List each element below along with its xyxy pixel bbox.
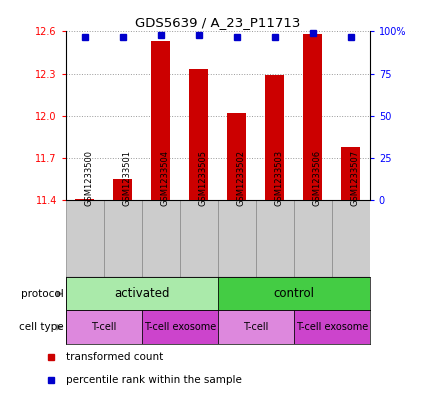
Text: T-cell exosome: T-cell exosome bbox=[144, 322, 216, 332]
Text: T-cell: T-cell bbox=[91, 322, 116, 332]
Text: transformed count: transformed count bbox=[66, 351, 163, 362]
Bar bbox=[218, 310, 294, 344]
Bar bbox=[341, 147, 360, 200]
Text: GSM1233506: GSM1233506 bbox=[313, 150, 322, 206]
Text: T-cell exosome: T-cell exosome bbox=[296, 322, 368, 332]
Bar bbox=[294, 310, 370, 344]
Bar bbox=[227, 113, 246, 200]
Title: GDS5639 / A_23_P11713: GDS5639 / A_23_P11713 bbox=[135, 16, 300, 29]
Bar bbox=[265, 75, 284, 200]
Text: T-cell: T-cell bbox=[243, 322, 269, 332]
Bar bbox=[75, 199, 94, 200]
Text: GSM1233500: GSM1233500 bbox=[85, 150, 94, 206]
Bar bbox=[142, 200, 180, 277]
Bar bbox=[180, 200, 218, 277]
Bar bbox=[66, 200, 104, 277]
Bar bbox=[218, 277, 370, 310]
Bar bbox=[256, 200, 294, 277]
Bar bbox=[142, 310, 218, 344]
Text: GSM1233505: GSM1233505 bbox=[199, 150, 208, 206]
Text: GSM1233504: GSM1233504 bbox=[161, 150, 170, 206]
Text: cell type: cell type bbox=[19, 322, 64, 332]
Bar bbox=[151, 41, 170, 200]
Bar bbox=[66, 310, 142, 344]
Bar bbox=[332, 200, 370, 277]
Bar bbox=[189, 70, 208, 200]
Text: GSM1233501: GSM1233501 bbox=[123, 150, 132, 206]
Text: activated: activated bbox=[114, 287, 170, 300]
Text: protocol: protocol bbox=[21, 289, 64, 299]
Text: percentile rank within the sample: percentile rank within the sample bbox=[66, 375, 242, 385]
Bar bbox=[104, 200, 142, 277]
Bar bbox=[218, 200, 256, 277]
Bar bbox=[303, 34, 322, 200]
Text: control: control bbox=[273, 287, 314, 300]
Text: GSM1233502: GSM1233502 bbox=[237, 150, 246, 206]
Bar bbox=[294, 200, 332, 277]
Bar bbox=[113, 179, 132, 200]
Text: GSM1233507: GSM1233507 bbox=[351, 150, 360, 206]
Text: GSM1233503: GSM1233503 bbox=[275, 150, 284, 206]
Bar bbox=[66, 277, 218, 310]
